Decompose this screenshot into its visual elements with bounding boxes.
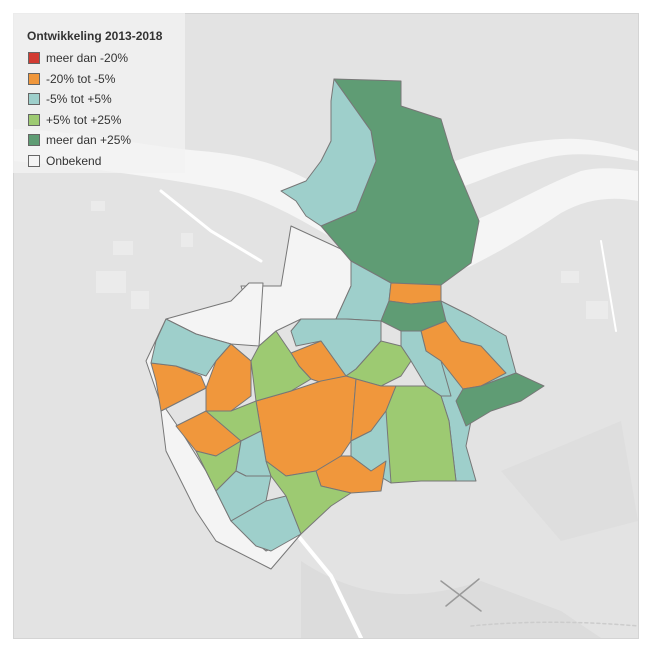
- district-west-teal[interactable]: [150, 318, 232, 377]
- legend-swatch: [28, 113, 40, 126]
- legend-title: Ontwikkeling 2013-2018: [27, 29, 163, 43]
- legend-swatch: [28, 134, 40, 146]
- legend-swatch: [28, 93, 40, 105]
- legend-label: +5% tot +25%: [46, 112, 122, 127]
- legend-swatch: [28, 154, 40, 167]
- legend-label: Onbekend: [46, 153, 102, 168]
- district-orange-north[interactable]: [388, 282, 442, 305]
- roads: [159, 189, 638, 638]
- district-s-green[interactable]: [265, 460, 352, 535]
- river-branch: [441, 138, 638, 189]
- terrain-features: [91, 201, 608, 319]
- legend-label: meer dan +25%: [46, 133, 132, 147]
- legend: Ontwikkeling 2013-2018 meer dan -20% -20%…: [13, 13, 185, 173]
- district-green-left[interactable]: [250, 330, 312, 402]
- legend-label: -5% tot +5%: [46, 92, 112, 106]
- legend-swatch: [28, 72, 40, 85]
- districts: [145, 78, 545, 570]
- district-sw-green[interactable]: [205, 400, 262, 442]
- legend-label: -20% tot -5%: [46, 71, 116, 86]
- legend-label: meer dan -20%: [46, 51, 129, 65]
- district-east-green-dark[interactable]: [455, 372, 545, 427]
- legend-swatch: [28, 52, 40, 64]
- district-north-west[interactable]: [280, 78, 377, 227]
